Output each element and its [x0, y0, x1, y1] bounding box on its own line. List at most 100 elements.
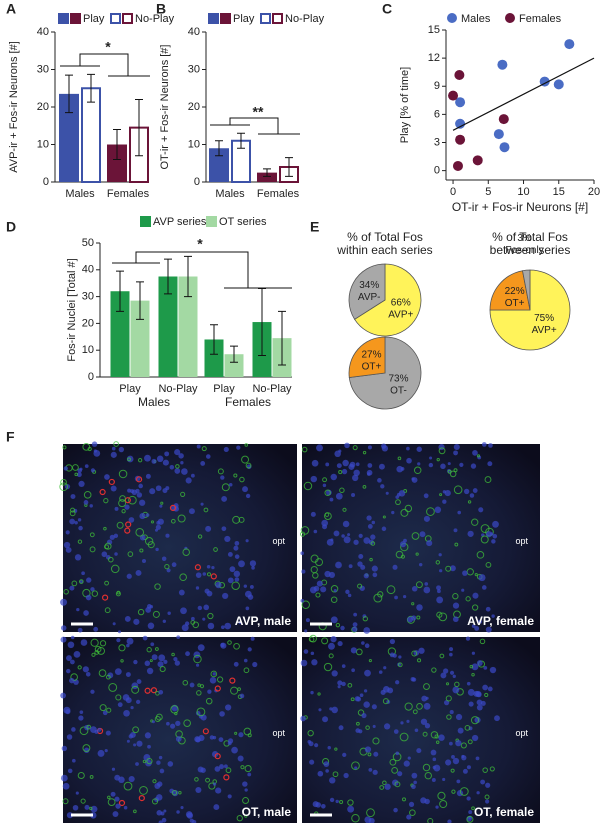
nucleus [117, 630, 122, 634]
nucleus [89, 504, 93, 508]
fiber [123, 781, 133, 791]
fiber [179, 573, 187, 582]
region-label: opt [515, 536, 528, 546]
fiber [146, 758, 153, 765]
nucleus [364, 816, 372, 823]
fiber [77, 665, 82, 670]
bar [110, 291, 130, 377]
nucleus [114, 552, 118, 556]
nucleus [220, 475, 225, 480]
nucleus [222, 592, 229, 600]
legend-swatch [220, 13, 231, 24]
panel-label: E [310, 219, 319, 235]
nucleus [335, 561, 342, 569]
fiber [115, 591, 121, 597]
nucleus [247, 772, 252, 777]
nucleus [358, 554, 364, 560]
nucleus [133, 618, 140, 625]
nucleus [377, 478, 382, 483]
legend-swatch [272, 13, 283, 24]
nucleus [471, 624, 476, 628]
fiber [324, 489, 331, 497]
nucleus [162, 619, 167, 623]
y-tick-label: 10 [188, 138, 200, 150]
fiber [365, 725, 370, 730]
nucleus [348, 564, 353, 569]
fiber [62, 798, 69, 805]
nucleus [191, 616, 195, 621]
error-bar [210, 324, 218, 355]
y-tick-label: 12 [428, 52, 440, 64]
legend-swatch [260, 13, 271, 24]
nucleus [149, 605, 154, 609]
nucleus [60, 774, 68, 782]
nucleus [90, 726, 97, 733]
nucleus [363, 689, 368, 693]
fiber [205, 777, 211, 783]
nucleus [79, 710, 84, 715]
nucleus [411, 772, 418, 779]
legend-label: Play [233, 13, 255, 25]
fiber [404, 702, 413, 711]
nucleus [104, 474, 110, 480]
pie-category-label: AVP+ [532, 325, 557, 336]
point [455, 134, 466, 145]
nucleus [83, 500, 89, 505]
fiber [108, 682, 118, 692]
fiber [245, 462, 252, 469]
nucleus [69, 585, 75, 591]
nucleus [180, 806, 184, 810]
nucleus [432, 765, 436, 770]
legend-label: Females [519, 13, 562, 25]
nucleus [314, 743, 319, 748]
nucleus [238, 732, 244, 738]
fiber [137, 608, 145, 616]
nucleus [449, 647, 454, 652]
nucleus [77, 518, 82, 522]
nucleus [113, 533, 119, 539]
nucleus [449, 710, 454, 715]
fiber [108, 556, 114, 563]
fiber [180, 491, 186, 497]
fiber [244, 443, 249, 447]
nucleus [221, 496, 228, 502]
nucleus [83, 610, 89, 616]
error-bar [215, 140, 223, 157]
nucleus [371, 520, 376, 525]
fiber [445, 695, 452, 702]
nucleus [145, 473, 151, 479]
nucleus [364, 643, 370, 648]
fiber [118, 644, 126, 652]
fiber [413, 466, 422, 475]
nucleus [71, 727, 76, 732]
nucleus [127, 488, 132, 493]
nucleus [190, 473, 195, 478]
fiber [171, 652, 175, 657]
nucleus [124, 504, 130, 510]
nucleus [300, 551, 304, 556]
fiber [94, 645, 102, 653]
nucleus [341, 664, 346, 668]
nucleus [455, 739, 462, 747]
fiber [244, 814, 248, 818]
nucleus [337, 685, 341, 689]
nucleus [136, 492, 143, 498]
nucleus [93, 449, 98, 453]
nucleus [385, 491, 389, 495]
fiber [342, 507, 347, 512]
y-tick-label: 20 [37, 101, 49, 113]
nucleus [407, 756, 411, 760]
fiber [446, 714, 452, 720]
nucleus [474, 716, 481, 724]
fiber [323, 662, 333, 672]
fiber [70, 507, 76, 513]
nucleus [195, 787, 202, 794]
nucleus [452, 686, 460, 694]
nucleus [393, 807, 398, 813]
y-tick-label: 30 [37, 63, 49, 75]
nucleus [342, 459, 349, 467]
nucleus [170, 723, 176, 729]
fiber [426, 507, 435, 516]
nucleus [97, 749, 105, 757]
nucleus [330, 636, 337, 643]
